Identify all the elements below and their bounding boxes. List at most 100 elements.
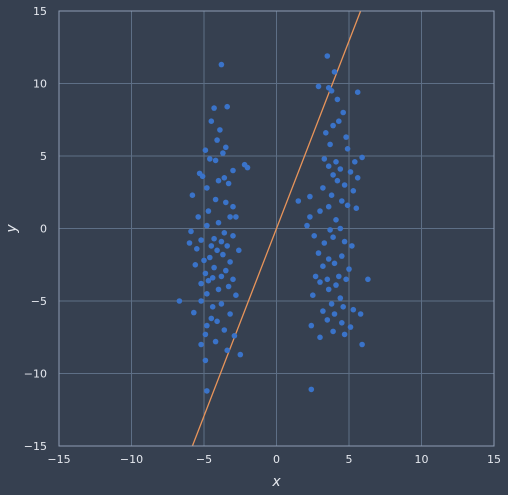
data-point-79: [315, 83, 322, 90]
data-point-70: [231, 333, 238, 339]
data-point-150: [317, 334, 323, 341]
data-point-2: [224, 103, 230, 110]
data-point-60: [198, 298, 204, 304]
data-point-72: [198, 341, 204, 348]
data-point-76: [204, 388, 210, 394]
data-point-44: [201, 257, 207, 264]
data-point-97: [347, 169, 354, 175]
data-point-128: [312, 273, 319, 280]
data-point-140: [350, 306, 357, 313]
data-point-88: [343, 134, 349, 140]
data-point-45: [227, 259, 233, 265]
data-point-92: [321, 156, 328, 162]
data-point-21: [212, 196, 219, 203]
data-point-59: [176, 298, 183, 304]
x-tick-label-2: −5: [196, 453, 212, 466]
data-point-18: [225, 180, 232, 187]
data-point-41: [236, 247, 242, 254]
data-point-1: [211, 105, 217, 111]
data-point-83: [334, 96, 341, 103]
data-point-110: [353, 205, 360, 211]
data-point-111: [317, 208, 323, 214]
y-tick-label-6: 15: [33, 5, 47, 18]
data-point-119: [341, 238, 348, 245]
data-point-113: [333, 217, 339, 223]
data-point-19: [204, 185, 210, 191]
data-point-54: [198, 280, 204, 287]
fit-line-layer: [191, 10, 362, 447]
data-point-149: [341, 331, 348, 338]
data-point-117: [311, 233, 318, 239]
data-point-15: [199, 173, 206, 180]
data-point-101: [341, 182, 348, 188]
data-point-65: [208, 315, 215, 322]
x-tick-labels: −15 −10 −5 0 5 10 15: [47, 453, 501, 466]
data-point-94: [352, 159, 358, 165]
data-point-25: [195, 214, 201, 220]
data-point-129: [336, 273, 342, 280]
data-point-40: [214, 247, 220, 254]
data-point-137: [337, 295, 344, 301]
data-point-74: [237, 351, 244, 358]
data-point-36: [186, 240, 193, 246]
data-point-78: [331, 69, 338, 75]
data-points: [176, 53, 371, 394]
data-point-69: [202, 331, 209, 338]
data-point-63: [191, 309, 197, 316]
data-point-93: [333, 159, 339, 165]
y-tick-label-4: 5: [40, 150, 47, 163]
data-point-30: [188, 228, 194, 235]
data-point-38: [224, 243, 230, 249]
data-point-114: [304, 222, 310, 229]
data-point-4: [217, 127, 223, 133]
data-point-66: [214, 318, 220, 325]
data-point-68: [221, 327, 228, 333]
data-point-67: [204, 322, 210, 329]
data-point-31: [221, 230, 228, 236]
x-axis-label: x: [271, 474, 281, 490]
data-point-102: [320, 185, 326, 191]
data-point-26: [227, 214, 233, 220]
data-point-124: [325, 256, 332, 262]
data-point-61: [218, 301, 225, 307]
data-point-103: [350, 188, 357, 194]
data-point-62: [209, 304, 216, 310]
y-tick-labels: −15 −10 −5 0 5 10 15: [24, 5, 47, 453]
data-point-123: [339, 253, 345, 259]
y-axis-label: y: [4, 224, 20, 234]
data-point-112: [307, 214, 313, 220]
y-tick-label-3: 0: [40, 223, 47, 236]
data-point-85: [336, 118, 342, 124]
data-point-118: [330, 234, 336, 240]
data-point-33: [211, 235, 217, 242]
data-point-120: [321, 240, 328, 246]
data-point-135: [325, 286, 332, 293]
data-point-34: [198, 237, 204, 243]
data-point-151: [359, 341, 365, 348]
data-point-115: [337, 225, 344, 232]
x-tick-label-5: 10: [415, 453, 429, 466]
data-point-107: [339, 198, 345, 204]
data-point-20: [189, 192, 196, 198]
data-point-100: [334, 177, 341, 184]
x-tick-label-1: −10: [120, 453, 143, 466]
data-point-13: [230, 167, 236, 174]
data-point-139: [340, 304, 347, 310]
y-tick-label-5: 10: [33, 78, 47, 91]
data-point-6: [223, 144, 229, 151]
data-point-109: [325, 203, 332, 210]
data-point-22: [223, 199, 229, 206]
data-point-58: [233, 292, 239, 299]
data-point-81: [328, 88, 335, 94]
data-point-49: [202, 270, 209, 277]
data-point-43: [207, 254, 213, 261]
fit-line: [191, 10, 362, 447]
x-tick-label-6: 15: [487, 453, 501, 466]
data-point-50: [218, 273, 225, 280]
data-point-133: [317, 279, 323, 285]
data-point-56: [215, 286, 222, 293]
data-point-131: [343, 276, 349, 283]
data-point-73: [224, 347, 230, 354]
data-point-12: [244, 164, 251, 171]
